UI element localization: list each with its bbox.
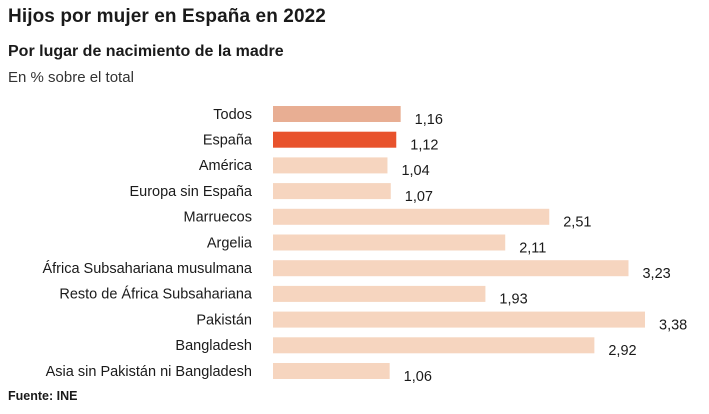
category-label: América: [199, 158, 253, 174]
value-label: 2,92: [608, 343, 636, 359]
category-label: Resto de África Subsahariana: [59, 286, 253, 303]
bar: [273, 157, 388, 174]
value-label: 1,06: [404, 369, 432, 384]
bar: [273, 311, 645, 328]
bar: [273, 234, 506, 251]
bar: [273, 363, 390, 379]
value-label: 3,38: [659, 317, 687, 333]
bar: [273, 260, 629, 277]
chart-subtitle: Por lugar de nacimiento de la madre: [8, 43, 284, 60]
value-label: 1,12: [410, 138, 438, 154]
category-label: Bangladesh: [175, 338, 252, 354]
category-label: Marruecos: [184, 210, 253, 226]
source-note: Fuente: INE: [8, 389, 78, 403]
bar: [273, 337, 595, 354]
bar: [273, 285, 486, 302]
value-label: 3,23: [642, 266, 670, 282]
category-label: Pakistán: [196, 312, 252, 328]
category-label: Europa sin España: [129, 184, 252, 200]
value-label: 1,93: [499, 292, 527, 308]
category-label: Todos: [213, 107, 252, 123]
value-label: 1,07: [405, 189, 433, 205]
bar: [273, 208, 550, 225]
chart-title: Hijos por mujer en España en 2022: [8, 6, 326, 27]
value-label: 2,11: [519, 240, 546, 256]
unit-note: En % sobre el total: [8, 69, 134, 86]
value-label: 1,04: [401, 163, 429, 179]
bar: [273, 183, 391, 200]
category-label: España: [203, 133, 253, 149]
category-label: África Subsahariana musulmana: [42, 260, 252, 277]
category-label: Argelia: [207, 235, 253, 251]
bar: [273, 106, 401, 122]
bar-chart: Todos 1,16 España 1,12 América 1,04 Europa sin…: [42, 106, 687, 384]
value-label: 1,16: [415, 112, 443, 128]
category-label: Asia sin Pakistán ni Bangladesh: [46, 364, 252, 380]
bar: [273, 131, 397, 148]
value-label: 2,51: [563, 215, 591, 231]
